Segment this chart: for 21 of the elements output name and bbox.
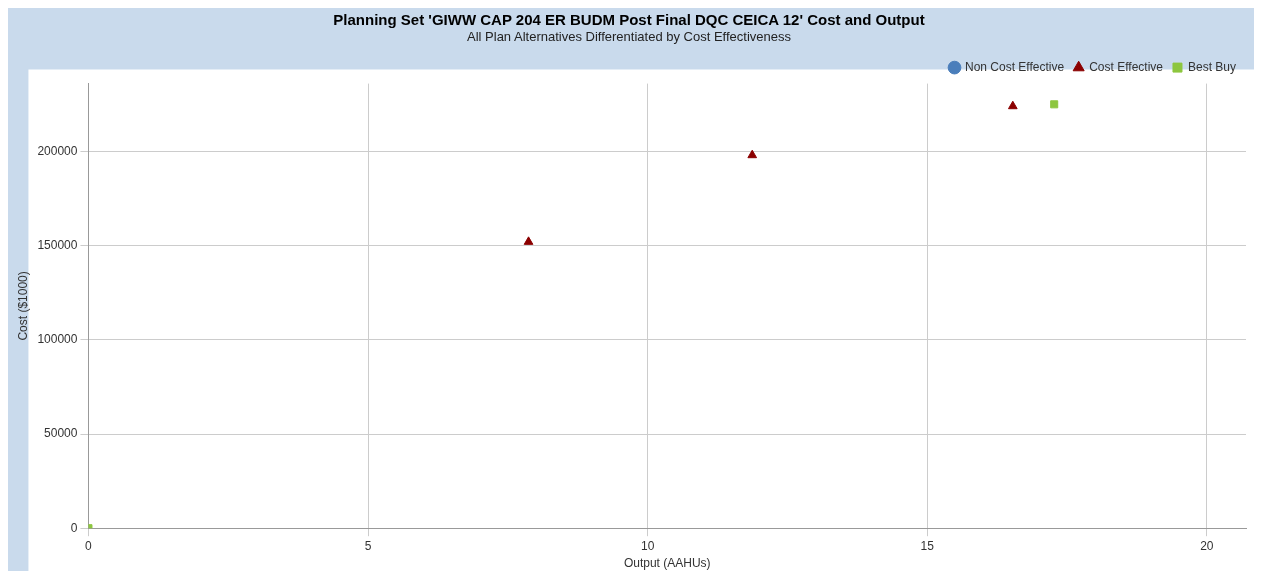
x-axis-title: Output (AAHUs) xyxy=(623,556,711,571)
x-tick-label: 20 xyxy=(1200,538,1214,553)
legend-label: Non Cost Effective xyxy=(965,59,1065,74)
y-tick-label: 50000 xyxy=(44,426,78,441)
x-tick-label: 10 xyxy=(640,538,655,553)
y-tick-label: 100000 xyxy=(37,332,78,347)
point xyxy=(1007,100,1018,110)
legend-label: Cost Effective xyxy=(1089,59,1164,74)
point xyxy=(1050,100,1059,109)
legend-label: Best Buy xyxy=(1187,59,1237,74)
x-tick-label: 0 xyxy=(85,538,93,553)
point xyxy=(523,236,534,245)
point xyxy=(747,149,758,159)
chart-subtitle: All Plan Alternatives Differentiated by Cost Effectiveness xyxy=(467,29,792,45)
chart-title: Planning Set 'GIWW CAP 204 ER BUDM Post Final DQC CEICA 12' Cost and Output xyxy=(333,11,925,29)
x-tick-label: 15 xyxy=(920,538,935,553)
y-tick-label: 0 xyxy=(70,520,78,535)
y-tick-label: 150000 xyxy=(37,237,78,252)
x-tick-label: 5 xyxy=(364,538,372,553)
y-axis-title: Cost ($1000) xyxy=(15,271,30,341)
y-tick-label: 200000 xyxy=(37,143,78,158)
